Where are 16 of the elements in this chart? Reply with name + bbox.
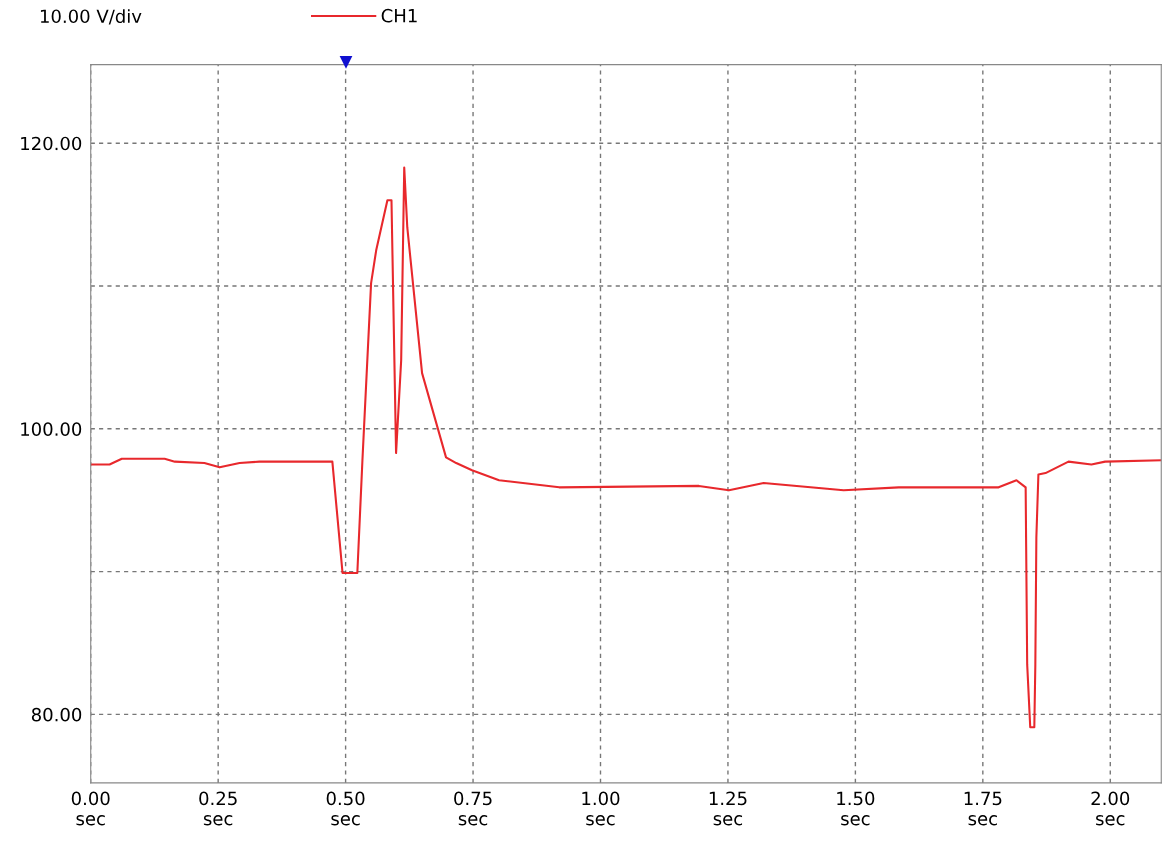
x-tick-label: 0.75 sec — [454, 791, 492, 826]
y-tick-label: 100.00 — [21, 422, 82, 436]
text: 10.00 V/div — [40, 9, 142, 25]
y-tick-label: 120.00 — [21, 136, 82, 151]
x-tick-label: 0.00 sec — [71, 791, 110, 826]
line-series — [90, 166, 1162, 729]
legend-label: CH1 — [381, 8, 417, 23]
x-tick-label: 1.50 sec — [837, 791, 875, 826]
annotation: ▼ — [339, 56, 353, 69]
y-tick-label: 80.00 — [31, 707, 82, 722]
x-tick-label: 2.00 sec — [1091, 791, 1130, 826]
x-tick-label: 0.25 sec — [199, 791, 237, 826]
x-tick-label: 1.00 sec — [582, 791, 620, 826]
x-tick-label: 1.25 sec — [709, 791, 747, 826]
x-tick-label: 0.50 sec — [326, 791, 365, 826]
x-tick-label: 1.75 sec — [964, 791, 1002, 826]
